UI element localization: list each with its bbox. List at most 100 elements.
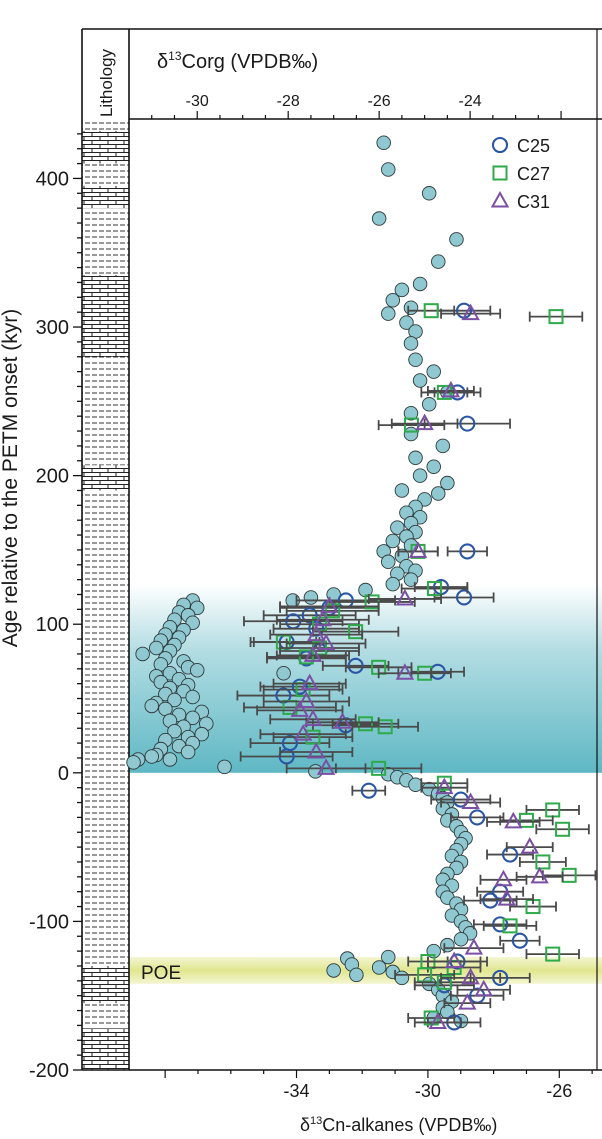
corg-point [453, 931, 469, 947]
c31-point [435, 777, 454, 795]
corg-point [167, 692, 182, 708]
c31-point [333, 712, 352, 729]
corg-point [421, 397, 437, 412]
bands-layer [129, 584, 602, 984]
c25-point [511, 932, 528, 949]
corg-point [403, 426, 419, 442]
top-axis-title-sup: 13 [168, 49, 182, 63]
top-tick-label: -28 [277, 93, 300, 110]
c27-point [403, 417, 419, 433]
band-poe [129, 957, 602, 984]
corg-point [380, 949, 396, 965]
lithology-limestone [82, 130, 129, 164]
c31-point [441, 380, 461, 398]
corg-point [149, 640, 164, 656]
lithology-limestone [82, 1028, 129, 1070]
band-petm [129, 584, 602, 773]
c31-point [444, 951, 464, 969]
legend-label-c31: C31 [517, 192, 550, 212]
c27-point [545, 946, 561, 962]
c25-point [291, 678, 308, 695]
c31-point [497, 889, 516, 906]
corg-point [408, 777, 423, 792]
y-tick-label: -200 [29, 1060, 69, 1082]
corg-point [403, 572, 419, 587]
corg-point [276, 666, 291, 681]
y-tick-label: 0 [58, 763, 69, 785]
bottom-axis-title-sub: Cn-alkanes [322, 1115, 413, 1135]
top-axis-title: δ13Corg (VPDB‰) [157, 49, 318, 73]
bottom-tick-label: -26 [546, 1081, 572, 1101]
bottom-axis-title-rest: (VPDB‰) [413, 1115, 497, 1135]
bottom-axis-title: δ13Cn-alkanes (VPDB‰) [300, 1115, 497, 1135]
c31-point [461, 303, 480, 321]
bottom-axis-title-sup: 13 [310, 1115, 322, 1127]
c31-point [464, 938, 484, 955]
y-tick-label: 400 [36, 168, 69, 190]
c27-point [548, 309, 564, 325]
y-tick-label: -100 [29, 911, 69, 933]
c25-point [301, 607, 318, 624]
corg-point [371, 211, 387, 226]
corg-point [412, 468, 428, 483]
legend-label-c25: C25 [517, 136, 550, 156]
corg-point [412, 276, 428, 292]
y-axis-title: Age relative to the PETM onset (kyr) [0, 309, 22, 647]
c27-point [436, 384, 452, 400]
corg-point [385, 293, 401, 308]
c27-point [502, 918, 518, 934]
c31-point [408, 541, 428, 558]
c31-point [313, 609, 332, 627]
c27-point [436, 775, 452, 791]
c25-point [347, 657, 364, 674]
corg-point [449, 232, 464, 247]
corg-point [194, 726, 210, 742]
c31-point [307, 741, 326, 759]
axes-ticks: -200 -100 0 100 200 300 400 -30 -28 -26 -24 -34 -30 -… [29, 93, 593, 1101]
corg-point [431, 486, 446, 501]
legend-marker-c31 [490, 190, 510, 208]
top-axis-title-rest: Corg (VPDB‰) [182, 51, 319, 73]
lithology-column [82, 119, 129, 1070]
corg-point [403, 336, 419, 351]
c31-point [395, 588, 415, 606]
corg-point [371, 960, 387, 975]
c25-point [459, 543, 476, 560]
corg-point [403, 405, 419, 421]
corg-point [126, 755, 141, 770]
c25-point [482, 892, 499, 909]
corg-point [421, 186, 437, 201]
poe-annotation: POE [141, 963, 181, 984]
top-tick-label: -26 [368, 93, 391, 110]
lithology-limestone [82, 965, 129, 1004]
lithology-limestone [82, 275, 129, 357]
corg-point [408, 450, 423, 466]
c31-point [303, 645, 323, 662]
c27-point [358, 716, 373, 732]
c31-point [461, 967, 480, 985]
c31-point [494, 869, 513, 887]
corg-point [394, 282, 410, 298]
corg-point [394, 970, 410, 986]
c27-point [555, 821, 571, 837]
c27-point [535, 854, 551, 870]
c31-point [504, 811, 523, 829]
corg-point [303, 590, 319, 605]
c31-point [415, 413, 434, 431]
c31-point [316, 633, 336, 651]
y-tick-label: 100 [36, 614, 69, 636]
corg-point [380, 162, 396, 177]
c31-point [320, 596, 339, 613]
corg-point [435, 438, 451, 454]
corg-point [399, 315, 414, 330]
c27-point [371, 760, 387, 776]
c25-point [469, 809, 486, 826]
legend-marker-c25 [491, 136, 509, 154]
corg-point [385, 576, 401, 592]
corg-point [385, 533, 401, 549]
c31-point [297, 691, 316, 708]
lithology-title: Lithology [97, 48, 116, 117]
c31-point [530, 866, 549, 884]
corg-point [408, 352, 423, 367]
c31-point [307, 624, 326, 642]
